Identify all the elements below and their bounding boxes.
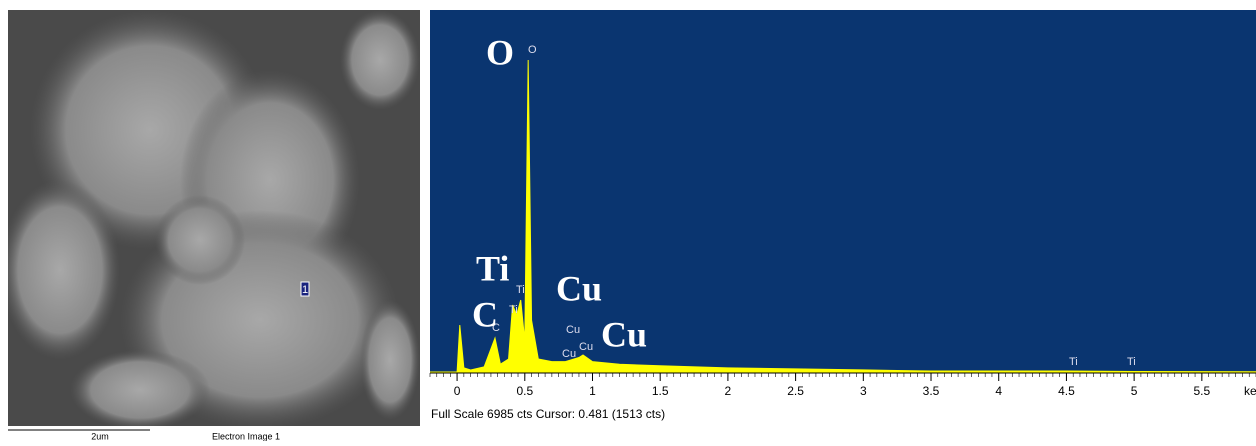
peak-label: Ti — [1127, 356, 1136, 368]
x-tick-label: 5 — [1131, 384, 1138, 398]
element-label: C — [472, 294, 498, 334]
x-tick-label: 4.5 — [1058, 384, 1075, 398]
peak-label: Ti — [1069, 356, 1078, 368]
plot-background — [430, 10, 1256, 373]
x-tick-label: 0.5 — [516, 384, 533, 398]
x-tick-label: 2.5 — [787, 384, 804, 398]
spectrum — [430, 60, 1256, 373]
peak-label: O — [528, 44, 537, 56]
element-label: Cu — [601, 314, 647, 354]
sem-image — [8, 10, 420, 426]
x-tick-label: 3.5 — [923, 384, 940, 398]
x-tick-label: 4 — [995, 384, 1002, 398]
peak-label: Cu — [562, 348, 576, 360]
x-tick-label: 3 — [860, 384, 867, 398]
peak-label: Cu — [566, 324, 580, 336]
element-label: O — [486, 32, 514, 72]
peak-label: Cu — [579, 341, 593, 353]
image-caption: Electron Image 1 — [212, 431, 280, 441]
peak-label: Ti — [516, 284, 525, 296]
footer: Full Scale 6985 cts Cursor: 0.481 (1513 … — [431, 407, 665, 421]
x-tick-label: 0 — [454, 384, 461, 398]
marker-box — [300, 281, 310, 297]
element-label: Cu — [556, 268, 602, 308]
element-label: Ti — [476, 248, 509, 288]
x-tick-label: 1.5 — [652, 384, 669, 398]
peak-label: Ti — [509, 304, 518, 316]
x-tick-label: 1 — [589, 384, 596, 398]
x-axis-label: keV — [1244, 384, 1256, 398]
scale-bar-label: 2um — [91, 431, 109, 441]
plot — [430, 60, 1256, 373]
marker-label: 1 — [302, 284, 308, 296]
x-tick-label: 5.5 — [1193, 384, 1210, 398]
peak-label: C — [492, 322, 500, 334]
x-tick-label: 2 — [725, 384, 732, 398]
